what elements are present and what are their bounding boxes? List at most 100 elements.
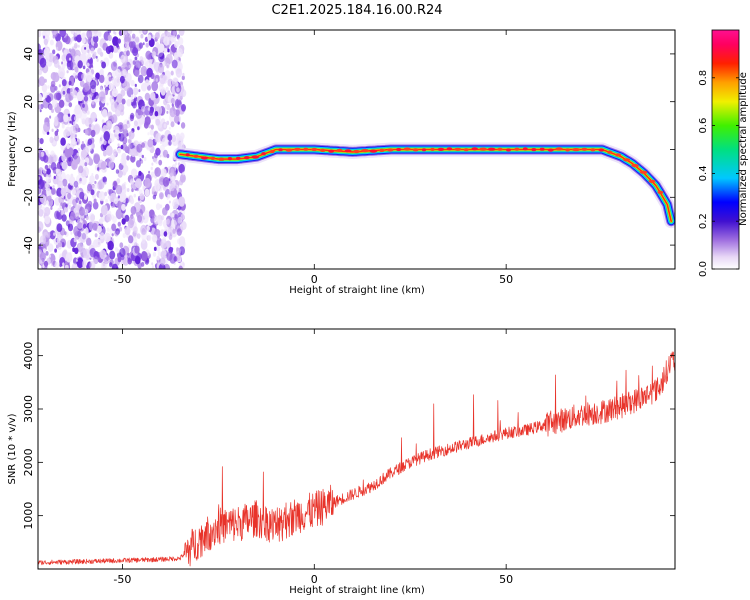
noise-speckle: [130, 198, 135, 205]
ridge-peak: [581, 147, 588, 151]
noise-speckle: [111, 203, 115, 208]
noise-speckle: [73, 121, 76, 126]
colorbar-tick-label: 0.4: [698, 165, 709, 181]
noise-speckle: [165, 53, 173, 64]
noise-speckle: [124, 146, 130, 154]
noise-speckle: [154, 182, 161, 192]
noise-speckle: [109, 262, 113, 268]
noise-speckle: [86, 237, 92, 246]
noise-speckle: [46, 168, 51, 175]
noise-speckle: [87, 183, 93, 192]
noise-speckle: [45, 251, 49, 256]
noise-speckle: [139, 193, 145, 201]
noise-speckle: [79, 191, 85, 200]
noise-speckle: [70, 134, 74, 139]
noise-speckle: [106, 248, 109, 252]
noise-speckle: [166, 36, 173, 46]
noise-speckle: [158, 219, 163, 227]
noise-speckle: [84, 162, 88, 167]
noise-speckle: [38, 209, 44, 217]
noise-speckle: [156, 255, 160, 261]
noise-speckle: [50, 72, 57, 81]
noise-speckle: [165, 86, 169, 92]
noise-speckle: [54, 261, 60, 269]
noise-speckle: [147, 138, 154, 148]
noise-speckle: [48, 153, 50, 157]
noise-speckle: [82, 82, 90, 93]
ridge-peak: [615, 153, 622, 157]
noise-speckle: [145, 42, 149, 48]
ridge-peak: [454, 147, 462, 151]
noise-speckle: [62, 262, 65, 267]
noise-speckle: [94, 183, 99, 189]
ridge-peak: [547, 148, 554, 152]
noise-speckle: [123, 81, 130, 92]
noise-speckle: [58, 84, 62, 88]
noise-speckle: [123, 165, 129, 173]
noise-speckle: [81, 260, 87, 268]
noise-speckle: [128, 41, 134, 48]
noise-speckle: [54, 248, 57, 253]
noise-speckle: [170, 97, 175, 104]
noise-speckle: [168, 140, 172, 146]
noise-speckle: [103, 131, 110, 141]
noise-speckle: [93, 34, 99, 43]
y-tick-label: 2000: [22, 448, 35, 476]
noise-speckle: [90, 189, 95, 196]
noise-speckle: [100, 143, 106, 152]
noise-speckle: [70, 30, 75, 35]
noise-speckle: [162, 149, 169, 158]
noise-speckle: [115, 208, 123, 220]
noise-speckle: [53, 232, 56, 236]
ridge-peak: [446, 147, 453, 151]
noise-speckle: [156, 72, 159, 75]
noise-speckle: [56, 168, 61, 177]
noise-speckle: [170, 121, 175, 128]
noise-speckle: [182, 72, 185, 77]
noise-speckle: [98, 91, 106, 102]
noise-speckle: [177, 142, 182, 149]
noise-speckle: [68, 204, 72, 210]
noise-speckle: [153, 246, 157, 251]
ridge-peak: [430, 147, 435, 151]
noise-speckle: [48, 254, 52, 258]
noise-speckle: [67, 113, 71, 117]
noise-speckle: [82, 146, 89, 156]
ridge-peak: [336, 148, 343, 152]
ridge-peak: [210, 156, 216, 160]
noise-speckle: [121, 203, 126, 211]
noise-speckle: [155, 78, 158, 82]
noise-speckle: [89, 260, 96, 269]
noise-speckle: [93, 239, 99, 248]
noise-speckle: [175, 109, 180, 117]
noise-speckle: [87, 49, 90, 54]
noise-speckle: [78, 165, 84, 174]
noise-speckle: [87, 53, 92, 60]
noise-speckle: [121, 152, 127, 161]
ridge-peak: [572, 148, 580, 152]
ridge-peak: [497, 147, 503, 151]
noise-speckle: [140, 33, 144, 39]
ridge-peak: [251, 155, 259, 159]
noise-speckle: [82, 223, 87, 229]
noise-speckle: [132, 47, 139, 57]
noise-speckle: [98, 74, 105, 84]
noise-speckle: [176, 132, 180, 139]
noise-speckle: [138, 42, 143, 49]
noise-speckle: [179, 173, 186, 183]
noise-speckle: [116, 230, 119, 235]
ridge-peak: [412, 148, 419, 152]
noise-speckle: [147, 234, 152, 241]
noise-speckle: [138, 170, 142, 176]
noise-speckle: [141, 30, 148, 35]
noise-speckle: [158, 159, 163, 166]
noise-speckle: [136, 233, 141, 239]
noise-speckle: [62, 90, 66, 95]
noise-speckle: [172, 30, 177, 36]
noise-speckle: [155, 42, 160, 48]
noise-speckle: [152, 251, 157, 257]
noise-speckle: [47, 195, 52, 202]
noise-speckle: [155, 118, 161, 126]
noise-speckle: [180, 213, 185, 220]
